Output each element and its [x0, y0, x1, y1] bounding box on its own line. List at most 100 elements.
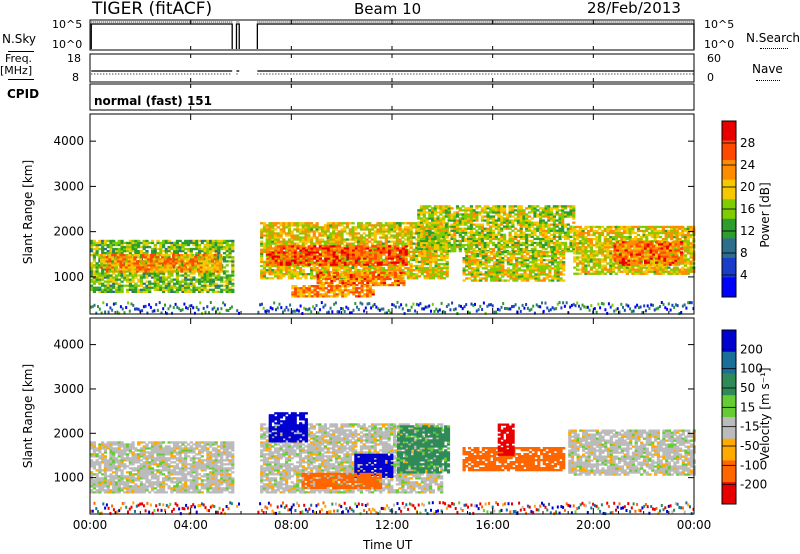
echo-cell — [162, 243, 166, 247]
echo-cell — [478, 231, 482, 234]
echo-cell — [436, 221, 440, 224]
echo-cell — [290, 230, 294, 233]
echo-cell — [527, 243, 532, 247]
echo-cell — [274, 224, 278, 227]
echo-cell — [512, 257, 516, 260]
echo-cell — [436, 235, 440, 238]
echo-cell — [393, 255, 397, 258]
echo-cell — [312, 226, 316, 229]
echo-cell — [368, 246, 372, 249]
echo-cell — [436, 237, 440, 241]
echo-cell — [363, 257, 367, 260]
echo-cell — [504, 269, 508, 272]
echo-cell — [433, 241, 437, 245]
echo-cell — [455, 213, 460, 216]
echo-cell — [321, 238, 325, 241]
echo-cell — [537, 252, 541, 256]
echo-cell — [134, 250, 138, 253]
echo-cell — [326, 238, 330, 241]
echo-cell — [439, 250, 443, 253]
echo-cell — [327, 251, 331, 254]
echo-cell — [103, 276, 107, 279]
echo-cell — [399, 273, 403, 276]
echo-cell — [523, 279, 527, 282]
echo-cell — [359, 277, 363, 280]
echo-cell — [486, 237, 490, 241]
echo-cell — [92, 254, 96, 257]
echo-cell — [497, 215, 501, 218]
echo-cell — [103, 241, 107, 245]
echo-cell — [126, 245, 130, 249]
echo-cell — [525, 245, 529, 249]
echo-cell — [304, 251, 309, 254]
echo-cell — [287, 222, 291, 225]
echo-cell — [374, 253, 378, 256]
echo-cell — [144, 256, 148, 259]
echo-cell — [544, 223, 548, 226]
echo-cell — [406, 277, 410, 280]
echo-cell — [334, 234, 339, 237]
echo-cell — [163, 254, 167, 257]
echo-cell — [450, 235, 454, 238]
echo-cell — [370, 266, 375, 270]
echo-cell — [412, 277, 416, 280]
echo-cell — [338, 259, 342, 262]
echo-cell — [402, 281, 406, 285]
echo-cell — [198, 243, 202, 247]
echo-cell — [155, 256, 159, 259]
echo-cell — [268, 261, 273, 264]
echo-cell — [541, 243, 545, 247]
echo-cell — [469, 235, 473, 238]
echo-cell — [357, 251, 361, 254]
echo-cell — [122, 264, 126, 267]
echo-cell — [505, 227, 509, 230]
echo-cell — [531, 259, 535, 262]
echo-cell — [508, 205, 512, 208]
echo-cell — [213, 258, 217, 261]
echo-cell — [271, 271, 275, 274]
echo-cell — [318, 253, 322, 256]
echo-cell — [112, 284, 116, 287]
echo-cell — [266, 257, 270, 260]
echo-cell — [340, 249, 345, 252]
echo-cell — [98, 274, 102, 277]
echo-cell — [170, 274, 174, 277]
echo-cell — [114, 241, 119, 245]
echo-cell — [211, 247, 215, 251]
echo-cell — [344, 273, 348, 276]
echo-cell — [348, 238, 352, 241]
echo-cell — [422, 243, 426, 247]
echo-cell — [188, 254, 192, 257]
echo-cell — [214, 276, 218, 279]
echo-cell — [323, 271, 327, 274]
echo-cell — [268, 269, 272, 272]
echo-cell — [329, 264, 333, 268]
echo-cell — [376, 249, 381, 252]
echo-cell — [170, 280, 174, 283]
echo-cell — [170, 272, 174, 275]
echo-cell — [569, 209, 573, 212]
echo-cell — [464, 223, 468, 226]
echo-cell — [330, 279, 334, 283]
echo-cell — [368, 262, 372, 266]
echo-cell — [547, 207, 551, 210]
echo-cell — [335, 257, 339, 260]
echo-cell — [274, 249, 278, 252]
echo-cell — [572, 211, 576, 214]
echo-cell — [531, 269, 535, 272]
echo-cell — [431, 221, 435, 224]
echo-cell — [125, 260, 129, 263]
echo-cell — [316, 295, 320, 298]
echo-cell — [376, 228, 380, 231]
echo-cell — [444, 243, 448, 247]
echo-cell — [184, 243, 188, 247]
echo-cell — [301, 228, 305, 231]
echo-cell — [109, 266, 113, 269]
echo-cell — [279, 252, 283, 255]
echo-cell — [541, 237, 545, 241]
echo-cell — [484, 277, 488, 280]
echo-cell — [509, 250, 513, 254]
echo-cell — [332, 248, 336, 251]
echo-cell — [206, 290, 210, 293]
echo-cell — [498, 261, 502, 264]
